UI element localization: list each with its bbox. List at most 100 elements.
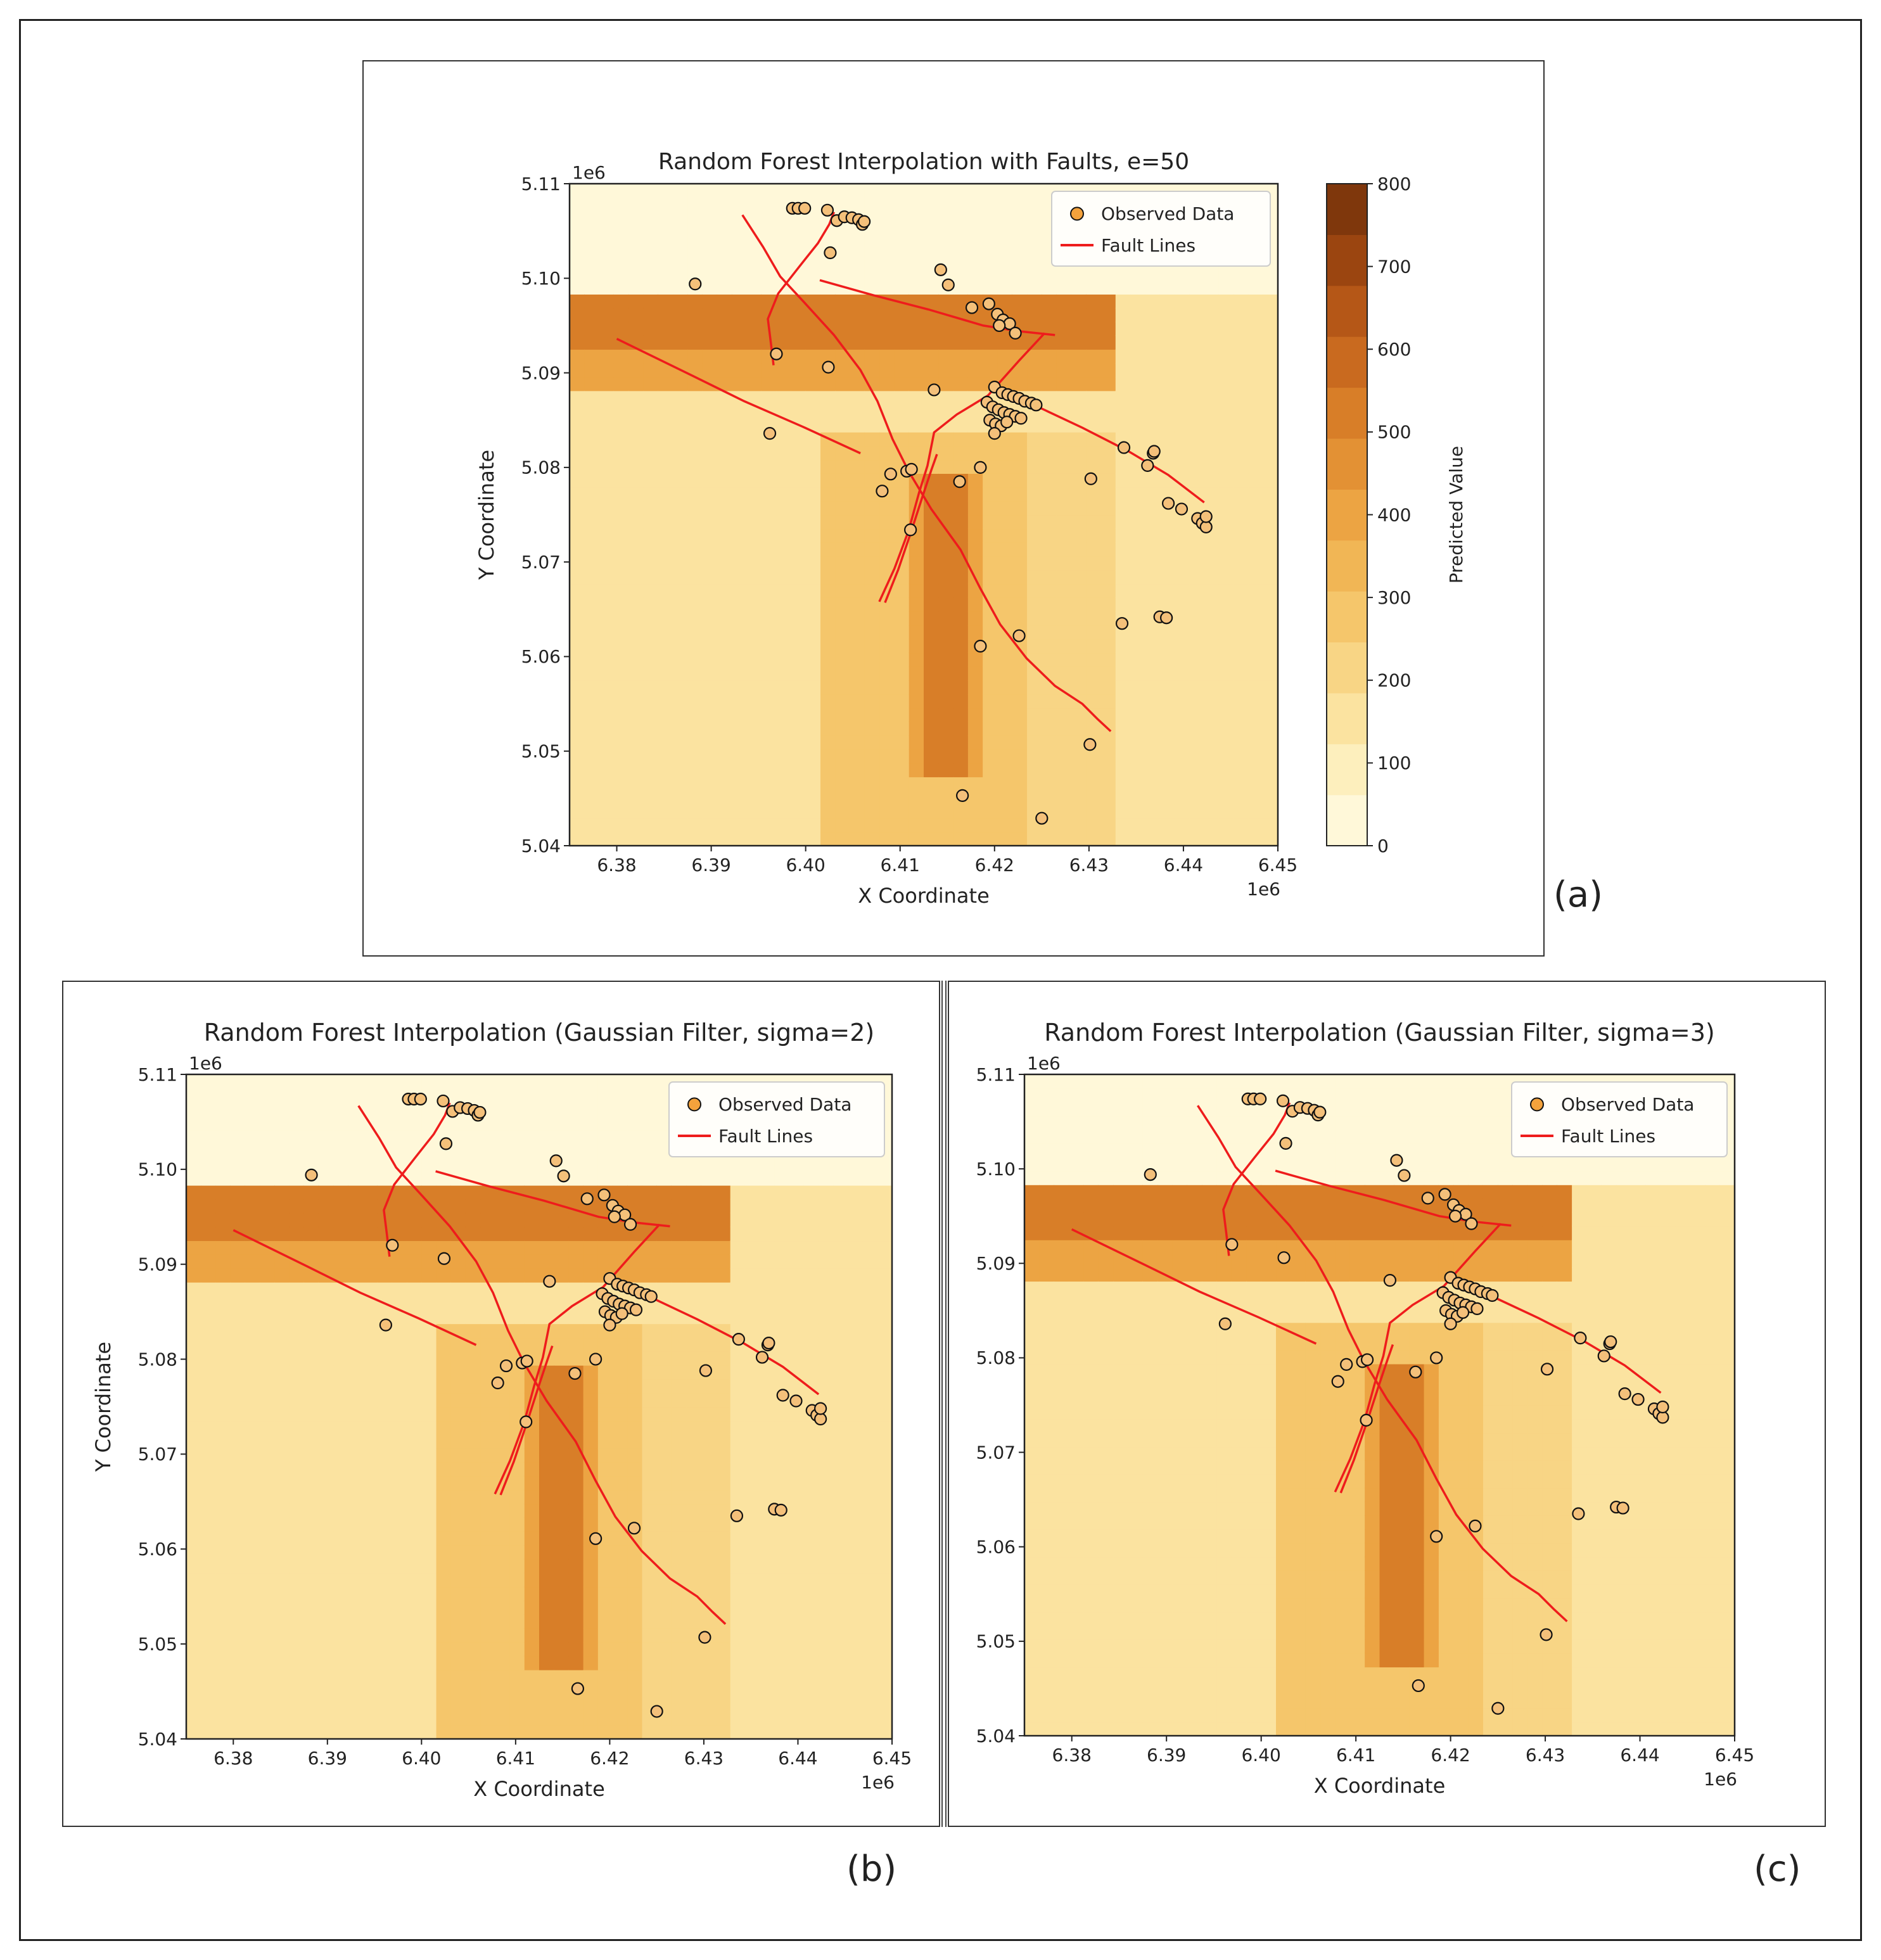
heatmap-cell xyxy=(848,1240,864,1255)
heatmap-cell xyxy=(524,1448,540,1463)
heatmap-cell xyxy=(1263,639,1278,654)
heatmap-cell xyxy=(746,694,762,709)
heatmap-cell xyxy=(628,376,644,391)
heatmap-cell xyxy=(613,570,629,585)
heatmap-cell xyxy=(303,1558,319,1574)
heatmap-cell xyxy=(776,418,792,433)
heatmap-cell xyxy=(1012,500,1028,516)
heatmap-cell xyxy=(1056,832,1072,846)
heatmap-cell xyxy=(1056,431,1072,447)
heatmap-cell xyxy=(303,1226,319,1242)
heatmap-cell xyxy=(643,542,659,557)
heatmap-cell xyxy=(362,1614,378,1629)
heatmap-cell xyxy=(333,1558,349,1574)
heatmap-cell xyxy=(1174,570,1190,585)
heatmap-cell xyxy=(568,1503,584,1518)
heatmap-cell xyxy=(732,652,748,667)
heatmap-cell xyxy=(938,321,954,336)
heatmap-cell xyxy=(1100,790,1116,805)
heatmap-cell xyxy=(805,321,821,336)
heatmap-cell xyxy=(1218,694,1234,709)
heatmap-cell xyxy=(1248,335,1264,350)
heatmap-a xyxy=(570,184,1278,846)
heatmap-cell xyxy=(744,1545,760,1560)
heatmap-cell xyxy=(333,1503,349,1518)
heatmap-cell xyxy=(820,597,836,612)
heatmap-cell xyxy=(1263,445,1278,461)
heatmap-cell xyxy=(348,1697,364,1712)
heatmap-cell xyxy=(1204,376,1220,391)
heatmap-cell xyxy=(215,1545,231,1560)
heatmap-cell xyxy=(686,1448,702,1463)
heatmap-cell xyxy=(570,804,585,819)
heatmap-cell xyxy=(642,1074,658,1089)
heatmap-cell xyxy=(746,680,762,695)
heatmap-cell xyxy=(879,514,895,530)
heatmap-cell xyxy=(377,1420,393,1435)
heatmap-cell xyxy=(1218,294,1234,309)
heatmap-cell xyxy=(686,1461,702,1477)
heatmap-cell xyxy=(967,487,983,502)
heatmap-cell xyxy=(1130,542,1146,557)
heatmap-cell xyxy=(333,1669,349,1684)
heatmap-cell xyxy=(818,1586,834,1601)
heatmap-cell xyxy=(201,1351,217,1366)
heatmap-cell xyxy=(201,1337,217,1352)
heatmap-cell xyxy=(245,1572,260,1588)
heatmap-cell xyxy=(318,1655,334,1670)
heatmap-cell xyxy=(201,1309,217,1325)
heatmap-cell xyxy=(862,1185,878,1200)
heatmap-cell xyxy=(450,1711,466,1726)
heatmap-cell xyxy=(1071,790,1087,805)
heatmap-cell xyxy=(671,1683,687,1698)
heatmap-cell xyxy=(421,1282,437,1297)
heatmap-cell xyxy=(201,1268,217,1283)
heatmap-cell xyxy=(835,487,851,502)
heatmap-cell xyxy=(673,487,689,502)
heatmap-cell xyxy=(732,445,748,461)
heatmap-cell xyxy=(658,597,673,612)
heatmap-cell xyxy=(613,459,629,474)
heatmap-cell xyxy=(509,1614,525,1629)
heatmap-cell xyxy=(274,1683,290,1698)
heatmap-cell xyxy=(924,652,940,667)
heatmap-cell xyxy=(909,404,924,419)
heatmap-cell xyxy=(818,1600,834,1615)
heatmap-cell xyxy=(686,1337,702,1352)
heatmap-cell xyxy=(1159,763,1175,777)
heatmap-cell xyxy=(1100,500,1116,516)
heatmap-cell xyxy=(554,1116,570,1131)
heatmap-cell xyxy=(1056,694,1072,709)
heatmap-cell xyxy=(509,1143,525,1158)
heatmap-cell xyxy=(983,500,998,516)
observed-point xyxy=(956,789,969,802)
heatmap-cell xyxy=(539,1074,555,1089)
heatmap-cell xyxy=(983,514,998,530)
heatmap-cell xyxy=(803,1157,819,1172)
heatmap-cell xyxy=(215,1295,231,1311)
heatmap-cell xyxy=(260,1226,276,1242)
heatmap-cell xyxy=(539,1185,555,1200)
heatmap-cell xyxy=(303,1268,319,1283)
heatmap-cell xyxy=(495,1461,511,1477)
heatmap-cell xyxy=(761,514,777,530)
heatmap-cell xyxy=(1130,556,1146,571)
heatmap-cell xyxy=(348,1655,364,1670)
heatmap-cell xyxy=(789,1351,805,1366)
heatmap-cell xyxy=(1130,431,1146,447)
heatmap-cell xyxy=(230,1434,246,1449)
heatmap-cell xyxy=(791,280,807,295)
heatmap-cell xyxy=(1248,832,1264,846)
heatmap-cell xyxy=(230,1683,246,1698)
heatmap-cell xyxy=(835,694,851,709)
heatmap-cell xyxy=(1248,694,1264,709)
heatmap-cell xyxy=(997,445,1013,461)
heatmap-cell xyxy=(465,1614,481,1629)
heatmap-cell xyxy=(761,542,777,557)
heatmap-cell xyxy=(568,1448,584,1463)
heatmap-cell xyxy=(1024,1185,1040,1199)
heatmap-cell xyxy=(480,1226,496,1242)
heatmap-cell xyxy=(1039,1529,1055,1544)
heatmap-cell xyxy=(613,528,629,543)
heatmap-cell xyxy=(1174,528,1190,543)
